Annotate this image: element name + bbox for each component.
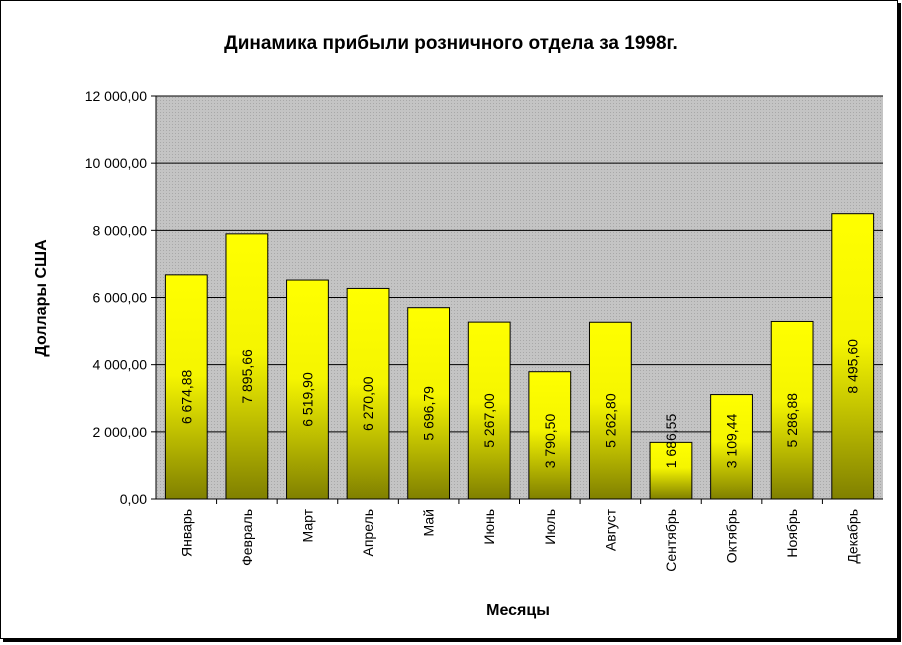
bar <box>770 320 814 500</box>
y-tick-label: 12 000,00 <box>85 88 147 104</box>
data-label: 6 519,90 <box>299 372 315 427</box>
y-tick-label: 2 000,00 <box>93 424 148 440</box>
x-tick-label: Апрель <box>360 509 376 557</box>
x-tick-label: Январь <box>178 509 194 557</box>
x-axis-label: Месяцы <box>486 602 550 619</box>
bar <box>588 321 632 500</box>
bar <box>164 274 208 500</box>
bar <box>286 279 329 500</box>
y-tick-label: 4 000,00 <box>93 357 148 373</box>
axes <box>155 96 883 500</box>
chart-title: Динамика прибыли розничного отдела за 19… <box>224 33 678 54</box>
bar <box>710 394 753 500</box>
x-tick-label: Июль <box>542 509 558 545</box>
data-label: 6 270,00 <box>360 376 376 431</box>
x-tick-label: Май <box>421 509 437 536</box>
x-tick-label: Ноябрь <box>784 509 800 558</box>
bar <box>528 371 572 500</box>
data-label: 3 109,44 <box>724 414 740 469</box>
bar <box>831 213 875 500</box>
data-label: 3 790,50 <box>542 414 558 469</box>
data-label: 5 696,79 <box>421 386 437 441</box>
x-tick-label: Октябрь <box>724 509 740 563</box>
data-label: 6 674,88 <box>178 369 194 424</box>
x-tick-label: Сентябрь <box>663 509 679 572</box>
data-label: 8 495,60 <box>845 339 861 394</box>
x-tick-label: Декабрь <box>845 509 861 564</box>
bar <box>225 233 269 500</box>
y-tick-label: 6 000,00 <box>93 290 148 306</box>
bar <box>346 287 390 500</box>
y-axis-ticks: 0,00 2 000,00 4 000,00 6 000,00 8 000,00 10 0… <box>85 88 156 507</box>
bar <box>467 321 511 500</box>
y-tick-label: 10 000,00 <box>85 155 147 171</box>
x-tick-label: Март <box>299 508 315 542</box>
data-label: 7 895,66 <box>239 349 255 404</box>
x-tick-label: Февраль <box>239 509 255 566</box>
y-tick-label: 0,00 <box>120 491 147 507</box>
data-label: 5 267,00 <box>481 393 497 448</box>
y-tick-label: 8 000,00 <box>93 222 148 238</box>
x-tick-label: Август <box>602 508 618 551</box>
data-label: 5 286,88 <box>784 393 800 448</box>
data-label: 5 262,80 <box>602 393 618 448</box>
y-axis-label: Доллары США <box>33 239 50 357</box>
x-axis-ticks: Январь Февраль Март Апрель Май Июнь Июль Август… <box>178 499 861 572</box>
bar <box>649 441 693 500</box>
data-label: 1 686,55 <box>663 414 679 469</box>
bar <box>407 307 451 500</box>
x-tick-label: Июнь <box>481 509 497 545</box>
bars: 6 674,88 7 895,66 6 519,90 6 270,00 5 696,79… <box>164 213 875 500</box>
